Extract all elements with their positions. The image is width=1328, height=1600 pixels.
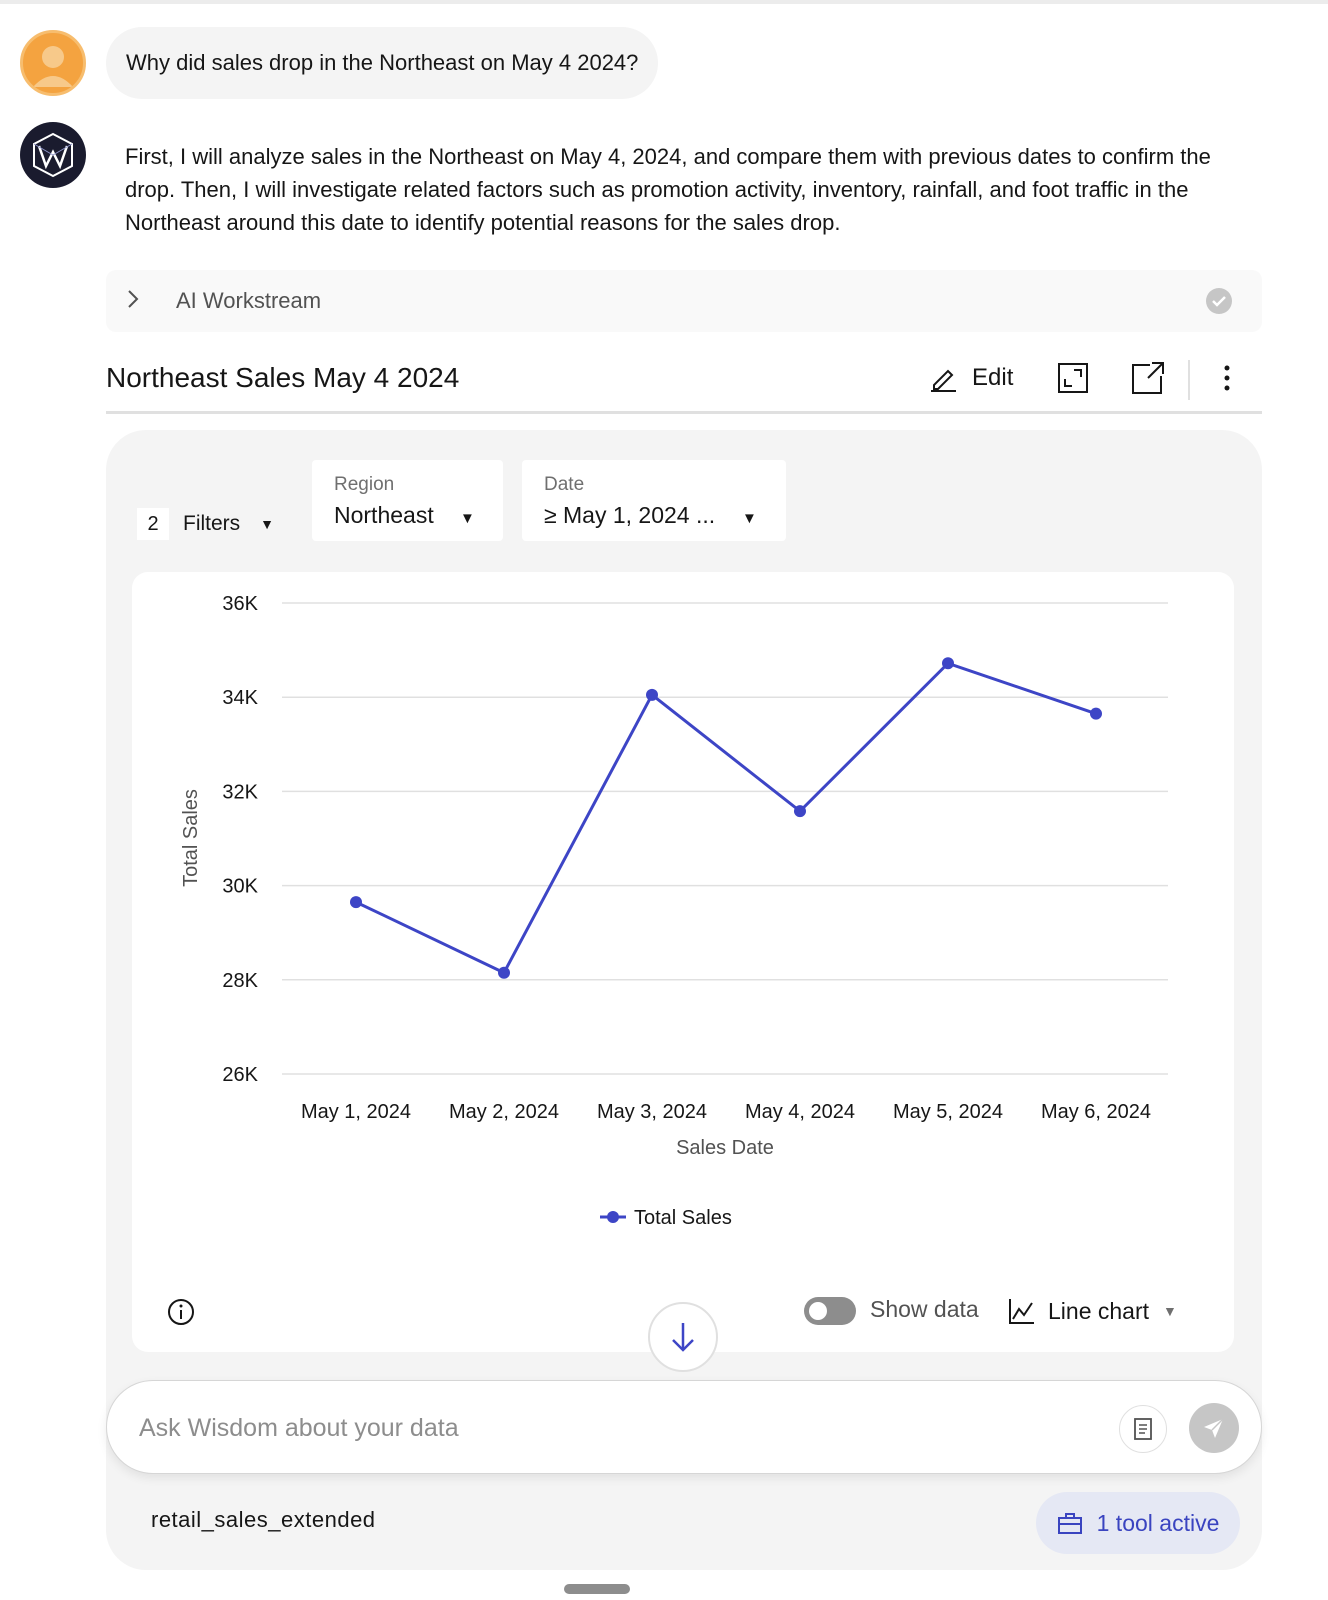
dataset-name: retail_sales_extended (151, 1507, 376, 1532)
y-tick-label: 26K (222, 1064, 258, 1086)
check-circle-icon (1206, 288, 1232, 314)
caret-down-icon: ▼ (260, 516, 275, 532)
y-tick-label: 32K (222, 781, 258, 803)
data-point (350, 896, 362, 909)
data-point (1090, 707, 1102, 720)
show-data-label: Show data (870, 1296, 979, 1322)
toggle-knob (809, 1302, 827, 1320)
x-tick-label: May 3, 2024 (597, 1101, 707, 1123)
header-divider (1188, 360, 1190, 400)
user-message: Why did sales drop in the Northeast on M… (106, 27, 659, 99)
pencil-icon (931, 369, 956, 392)
y-tick-label: 34K (222, 687, 258, 709)
assistant-avatar (20, 122, 86, 188)
document-icon (1134, 1418, 1152, 1440)
user-avatar (20, 30, 86, 96)
more-options-button[interactable] (1222, 358, 1232, 398)
chart-type-dropdown[interactable]: Line chart ▼ (1008, 1295, 1177, 1327)
tools-active-button[interactable]: 1 tool active (1036, 1492, 1240, 1554)
caret-down-icon: ▼ (460, 510, 475, 527)
date-filter-label: Date (544, 474, 585, 495)
ai-workstream-toggle[interactable]: AI Workstream (106, 270, 1262, 332)
x-tick-label: May 4, 2024 (745, 1101, 855, 1123)
data-point (646, 688, 658, 701)
arrow-down-icon (672, 1323, 694, 1352)
legend-label: Total Sales (634, 1207, 732, 1229)
series-line (355, 661, 1097, 975)
region-filter-value: Northeast (334, 502, 434, 528)
send-icon (1204, 1418, 1224, 1438)
show-data-toggle[interactable] (804, 1297, 856, 1325)
region-filter-dropdown[interactable]: Region Northeast ▼ (312, 460, 503, 541)
workstream-label: AI Workstream (176, 288, 322, 313)
toolbox-icon (1057, 1513, 1082, 1534)
top-divider (0, 0, 1328, 4)
filter-count-badge: 2 (137, 508, 169, 540)
drag-handle[interactable] (564, 1584, 630, 1594)
x-axis-title: Sales Date (676, 1137, 774, 1159)
person-icon (33, 46, 73, 87)
info-icon[interactable] (166, 1297, 196, 1332)
filters-label: Filters (183, 512, 241, 535)
expand-icon (1058, 363, 1088, 393)
y-tick-label: 28K (222, 970, 258, 992)
card-header: Northeast Sales May 4 2024 Edit (106, 352, 1262, 414)
card-title: Northeast Sales May 4 2024 (106, 362, 460, 393)
x-tick-label: May 5, 2024 (893, 1101, 1003, 1123)
date-filter-value: ≥ May 1, 2024 ... (544, 502, 716, 528)
y-tick-label: 36K (222, 593, 258, 615)
data-point (942, 657, 954, 670)
open-external-button[interactable] (1130, 358, 1166, 398)
edit-button[interactable]: Edit (928, 358, 1013, 398)
data-point (794, 805, 806, 818)
line-chart: 36K 34K 32K 30K 28K 26K May 1, 2024 May 2, 2024… (180, 593, 1168, 1229)
wisdom-logo-icon (33, 132, 73, 178)
chat-composer (106, 1380, 1262, 1474)
y-axis-title: Total Sales (180, 789, 202, 887)
legend-marker (607, 1211, 619, 1223)
line-chart-icon (1009, 1299, 1034, 1324)
data-point (498, 966, 510, 979)
assistant-message: First, I will analyze sales in the North… (125, 144, 1211, 235)
chevron-right-icon (126, 288, 140, 316)
attach-document-button[interactable] (1119, 1405, 1167, 1453)
chart-type-label: Line chart (1048, 1297, 1150, 1324)
expand-button[interactable] (1056, 358, 1090, 398)
more-vertical-icon (1224, 365, 1230, 391)
region-filter-label: Region (334, 474, 395, 495)
y-tick-label: 30K (222, 876, 258, 898)
x-tick-label: May 1, 2024 (301, 1101, 411, 1123)
caret-down-icon: ▼ (1163, 1303, 1177, 1319)
send-button[interactable] (1189, 1403, 1239, 1453)
x-tick-label: May 6, 2024 (1041, 1101, 1151, 1123)
chart-container: 36K 34K 32K 30K 28K 26K May 1, 2024 May 2, 2024… (132, 572, 1234, 1352)
edit-label: Edit (972, 364, 1014, 391)
date-filter-dropdown[interactable]: Date ≥ May 1, 2024 ... ▼ (522, 460, 786, 541)
x-tick-label: May 2, 2024 (449, 1101, 559, 1123)
filters-button[interactable]: 2 Filters ▼ (137, 506, 274, 542)
tools-active-label: 1 tool active (1096, 1509, 1220, 1536)
caret-down-icon: ▼ (742, 510, 757, 527)
scroll-down-button[interactable] (648, 1302, 718, 1372)
chat-input[interactable] (139, 1403, 1089, 1453)
open-external-icon (1132, 362, 1164, 394)
